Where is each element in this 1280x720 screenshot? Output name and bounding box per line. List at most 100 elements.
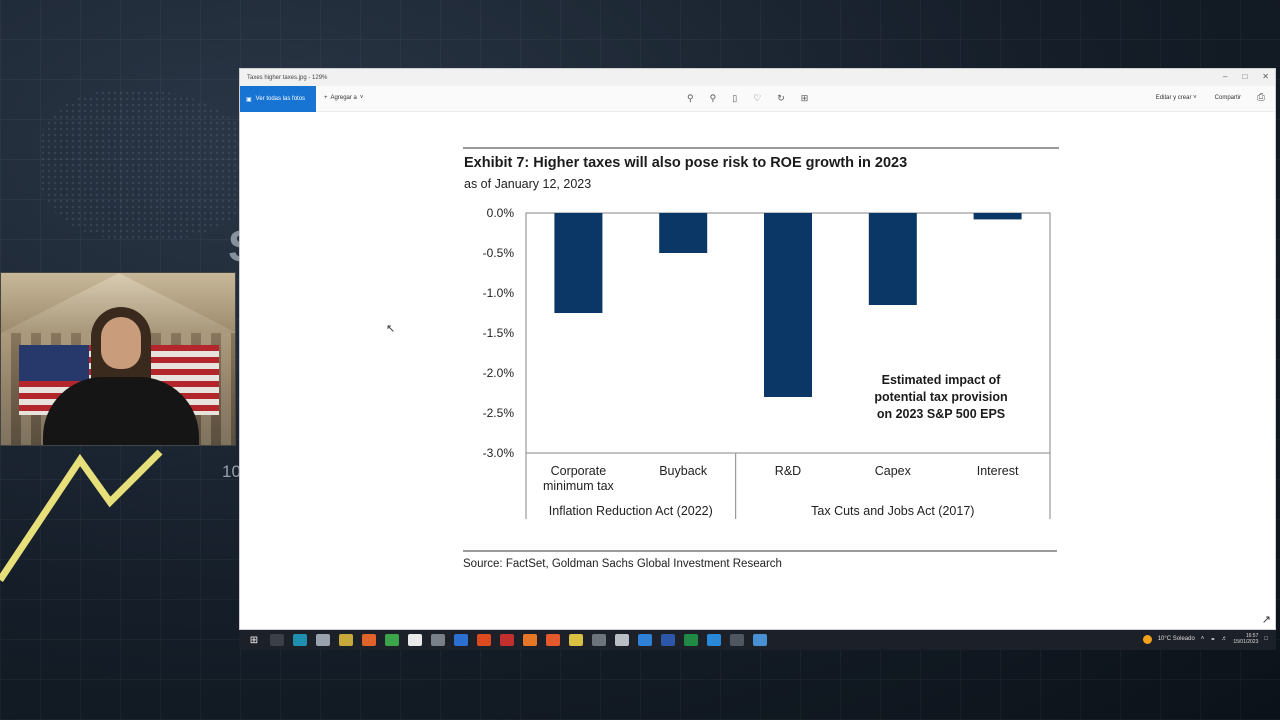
webcam-overlay bbox=[0, 272, 236, 446]
app-icon[interactable] bbox=[592, 634, 606, 646]
expand-icon[interactable]: ↗ bbox=[1261, 614, 1271, 626]
viewer-toolbar: ▣ Ver todas las fotos + Agregar a ˅ ⚲ ⚲ … bbox=[240, 86, 1275, 112]
favorite-icon[interactable]: ♡ bbox=[753, 93, 762, 103]
clock[interactable]: 16:57 15/01/2023 bbox=[1233, 633, 1258, 645]
chart-annotation: Estimated impact of bbox=[882, 373, 1002, 387]
zoom-in-icon[interactable]: ⚲ bbox=[687, 93, 694, 103]
acrobat-icon[interactable] bbox=[500, 634, 514, 646]
plus-icon: + bbox=[324, 95, 328, 101]
toolbar-actions: ⚲ ⚲ ▯ ♡ ↻ ⊞ bbox=[687, 93, 808, 104]
photo-viewer-window: Taxes higher taxes.jpg - 129% – □ ✕ ▣ Ve… bbox=[239, 68, 1276, 630]
category-label: Capex bbox=[875, 464, 912, 478]
zoom-out-icon[interactable]: ⚲ bbox=[709, 93, 717, 103]
window-title: Taxes higher taxes.jpg - 129% bbox=[247, 74, 328, 81]
app-icon[interactable] bbox=[615, 634, 629, 646]
weather-sun-icon bbox=[1142, 634, 1152, 644]
category-label: minimum tax bbox=[543, 479, 615, 493]
chevron-down-icon: ˅ bbox=[359, 95, 364, 101]
app-icon[interactable] bbox=[431, 634, 445, 646]
clock-time: 16:57 bbox=[1245, 633, 1259, 639]
toolbar-right-actions: Editar y crear ˅ Compartir bbox=[1156, 95, 1241, 101]
bar bbox=[554, 213, 603, 313]
edit-create-label: Editar y crear bbox=[1155, 95, 1192, 101]
bar bbox=[868, 213, 917, 305]
close-icon[interactable]: ✕ bbox=[1262, 72, 1269, 81]
see-all-photos-label: Ver todas las fotos bbox=[255, 96, 306, 102]
app-icon[interactable] bbox=[454, 634, 468, 646]
app-icon[interactable] bbox=[569, 634, 583, 646]
chevron-up-icon[interactable]: ˄ bbox=[1200, 636, 1205, 642]
taskbar-apps: ⊞ bbox=[239, 634, 767, 646]
see-all-photos-button[interactable]: ▣ Ver todas las fotos bbox=[240, 86, 316, 112]
app-icon[interactable] bbox=[316, 634, 330, 646]
bar bbox=[973, 213, 1022, 220]
print-icon[interactable]: ⎙ bbox=[1257, 92, 1265, 103]
edit-create-button[interactable]: Editar y crear ˅ bbox=[1155, 95, 1197, 101]
group-label: Tax Cuts and Jobs Act (2017) bbox=[811, 504, 974, 518]
share-button[interactable]: Compartir bbox=[1215, 95, 1241, 101]
roe-tax-bar-chart: 0.0% -0.5% -1.0% -1.5% -2.0% -2.5% -3.0% Corpor… bbox=[483, 206, 1051, 519]
category-label: Buyback bbox=[659, 464, 708, 478]
chart-annotation: on 2023 S&P 500 EPS bbox=[877, 407, 1005, 421]
delete-icon[interactable]: ▯ bbox=[732, 93, 738, 103]
app-icon[interactable] bbox=[730, 634, 744, 646]
chrome-icon[interactable] bbox=[385, 634, 399, 646]
exhibit-source: Source: FactSet, Goldman Sachs Global In… bbox=[463, 558, 782, 570]
folder-icon[interactable] bbox=[339, 634, 353, 646]
y-tick-label: -2.5% bbox=[483, 406, 515, 420]
category-label: Corporate bbox=[551, 464, 607, 478]
window-controls: – □ ✕ bbox=[1223, 72, 1269, 81]
mouse-cursor-icon: ↖ bbox=[386, 323, 396, 335]
world-map-graphic bbox=[40, 90, 260, 240]
office-icon[interactable] bbox=[477, 634, 491, 646]
presenter-face bbox=[101, 317, 141, 369]
add-to-button[interactable]: + Agregar a ˅ bbox=[324, 95, 363, 101]
bar bbox=[659, 213, 708, 253]
presenter-body bbox=[43, 377, 199, 445]
windows-taskbar: ⊞ 10°C Soleado ˄ ⚭ ♬ 16:57 15/01/2023 bbox=[239, 630, 1276, 650]
clock-date: 15/01/2023 bbox=[1233, 639, 1259, 645]
background-number: 10 bbox=[222, 462, 241, 481]
minimize-icon[interactable]: – bbox=[1223, 72, 1228, 81]
app-icon[interactable] bbox=[523, 634, 537, 646]
rotate-icon[interactable]: ↻ bbox=[777, 93, 785, 103]
exhibit-top-rule bbox=[463, 147, 1059, 149]
maximize-icon[interactable]: □ bbox=[1242, 72, 1248, 81]
firefox-icon[interactable] bbox=[362, 634, 376, 646]
volume-icon[interactable]: ♬ bbox=[1221, 636, 1228, 642]
exhibit-title: Exhibit 7: Higher taxes will also pose r… bbox=[464, 155, 908, 171]
edge-icon[interactable] bbox=[293, 634, 307, 646]
start-icon[interactable]: ⊞ bbox=[249, 634, 259, 646]
share-label: Compartir bbox=[1214, 95, 1241, 101]
notepad-icon[interactable] bbox=[408, 634, 422, 646]
app-icon[interactable] bbox=[661, 634, 675, 646]
photos-icon: ▣ bbox=[246, 96, 252, 103]
word-icon[interactable] bbox=[638, 634, 652, 646]
y-tick-label: -2.0% bbox=[483, 366, 515, 380]
exhibit-subtitle: as of January 12, 2023 bbox=[464, 177, 592, 191]
category-label: R&D bbox=[775, 464, 801, 478]
add-to-label: Agregar a bbox=[330, 95, 357, 101]
category-label: Interest bbox=[977, 464, 1019, 478]
excel-icon[interactable] bbox=[684, 634, 698, 646]
group-label: Inflation Reduction Act (2022) bbox=[549, 504, 713, 518]
y-tick-label: -1.0% bbox=[483, 286, 515, 300]
y-tick-label: -0.5% bbox=[483, 246, 515, 260]
y-tick-label: 0.0% bbox=[487, 206, 515, 220]
photos-app-icon[interactable] bbox=[753, 634, 767, 646]
chart-annotation: potential tax provision bbox=[874, 390, 1007, 404]
chart-line-graphic bbox=[0, 449, 163, 582]
system-tray: 10°C Soleado ˄ ⚭ ♬ 16:57 15/01/2023 □ bbox=[1142, 633, 1268, 645]
crop-icon[interactable]: ⊞ bbox=[800, 93, 809, 103]
y-tick-label: -3.0% bbox=[483, 446, 515, 460]
brave-icon[interactable] bbox=[546, 634, 560, 646]
network-icon[interactable]: ⚭ bbox=[1210, 636, 1216, 643]
exhibit-bottom-rule bbox=[463, 550, 1057, 552]
task-view-icon[interactable] bbox=[270, 634, 284, 646]
weather-text: 10°C Soleado bbox=[1157, 636, 1195, 642]
window-titlebar: Taxes higher taxes.jpg - 129% – □ ✕ bbox=[240, 69, 1275, 86]
notification-icon[interactable]: □ bbox=[1264, 636, 1268, 642]
app-icon[interactable] bbox=[707, 634, 721, 646]
y-tick-label: -1.5% bbox=[483, 326, 515, 340]
bar bbox=[764, 213, 812, 397]
